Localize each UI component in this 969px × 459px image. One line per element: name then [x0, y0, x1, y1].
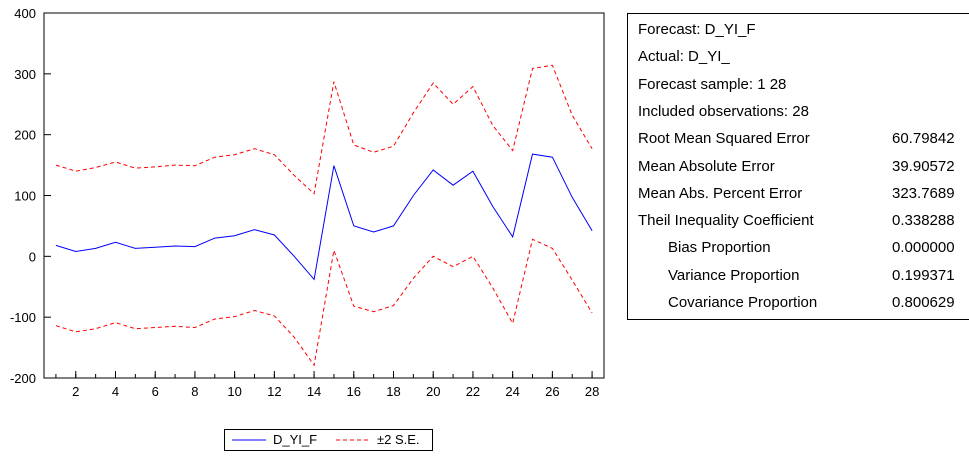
chart-legend: D_YI_F ±2 S.E.	[224, 429, 433, 451]
x-tick-label-18: 18	[386, 384, 400, 399]
stats-value: 60.79842	[892, 130, 955, 148]
stats-label: Theil Inequality Coefficient	[638, 212, 814, 230]
stats-value: 0.000000	[892, 239, 955, 257]
stats-label: Mean Absolute Error	[638, 157, 775, 175]
stats-label: Root Mean Squared Error	[638, 130, 810, 148]
stats-value: 323.7689	[892, 184, 955, 202]
x-tick-label-16: 16	[347, 384, 361, 399]
x-tick-label-4: 4	[112, 384, 119, 399]
x-tick-label-10: 10	[227, 384, 241, 399]
stats-label: Forecast: D_YI_F	[638, 21, 756, 38]
legend-label-se: ±2 S.E.	[377, 432, 420, 447]
series-layer	[55, 64, 593, 367]
legend-swatch-dashed	[336, 439, 370, 441]
x-tick-label-6: 6	[152, 384, 159, 399]
stats-value: 0.199371	[892, 266, 955, 284]
y-tick-label--100: -100	[10, 310, 36, 325]
legend-swatch-solid	[232, 439, 266, 441]
y-tick-label-0: 0	[29, 249, 36, 264]
x-tick-label-14: 14	[307, 384, 321, 399]
forecast-chart: 2 4 6 8 10 12 14 16 18 20 22 24 26 28-200-10001002003…	[10, 6, 605, 399]
x-tick-label-12: 12	[267, 384, 281, 399]
stats-label: Included observations: 28	[638, 102, 809, 120]
x-tick-label-2: 2	[72, 384, 79, 399]
y-tick-label-300: 300	[14, 67, 36, 82]
x-tick-label-28: 28	[585, 384, 599, 399]
x-tick-label-8: 8	[191, 384, 198, 399]
x-tick-label-20: 20	[426, 384, 440, 399]
series-line-2	[55, 238, 593, 367]
stats-label: Forecast sample: 1 28	[638, 75, 787, 93]
axis-layer: 2 4 6 8 10 12 14 16 18 20 22 24 26 28-200-10001002003…	[10, 6, 599, 399]
series-line-0	[55, 153, 593, 281]
y-tick-label-400: 400	[14, 6, 36, 21]
stats-label: Actual: D_YI_	[638, 48, 730, 66]
y-tick-label--200: -200	[10, 371, 36, 386]
stats-value: 39.90572	[892, 157, 955, 175]
stats-label: Bias Proportion	[668, 239, 771, 257]
legend-label-forecast: D_YI_F	[273, 432, 318, 447]
stats-value: 0.800629	[892, 294, 955, 311]
x-tick-label-24: 24	[505, 384, 519, 399]
series-line-1	[55, 64, 593, 195]
stats-value: 0.338288	[892, 212, 955, 230]
x-tick-label-26: 26	[545, 384, 559, 399]
y-tick-label-200: 200	[14, 128, 36, 143]
stats-label: Variance Proportion	[668, 266, 800, 284]
stats-label: Covariance Proportion	[668, 294, 818, 311]
x-tick-label-22: 22	[466, 384, 480, 399]
forecast-statistics-table: Forecast: D_YI_F Actual: D_YI_ Forecast sa…	[627, 13, 969, 320]
plot-frame	[43, 12, 605, 379]
y-tick-label-100: 100	[14, 189, 36, 204]
stats-label: Mean Abs. Percent Error	[638, 184, 803, 202]
